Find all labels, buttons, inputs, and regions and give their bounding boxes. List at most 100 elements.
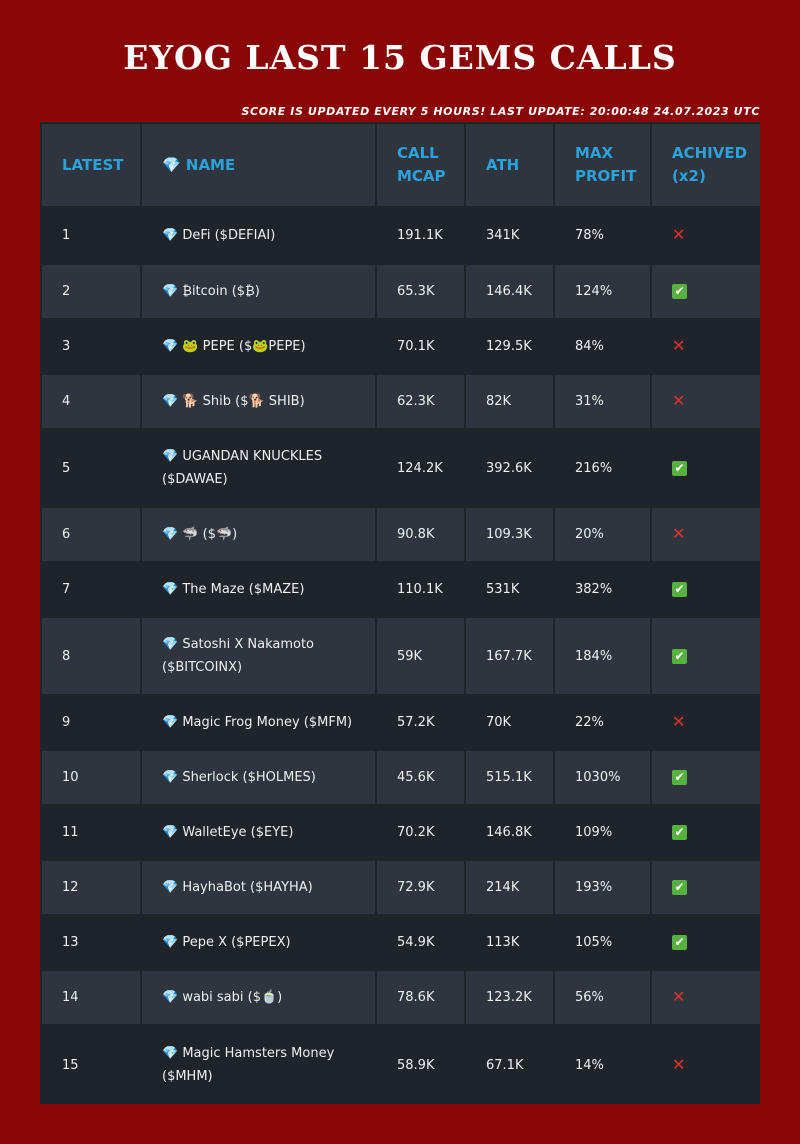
cell-ath: 113K bbox=[464, 914, 555, 971]
column-header-ath[interactable]: ATH bbox=[464, 122, 555, 208]
cell-call-mcap: 70.2K bbox=[375, 804, 466, 861]
column-header-call-mcap[interactable]: CALL MCAP bbox=[375, 122, 466, 208]
cell-name: 💎 Pepe X ($PEPEX) bbox=[140, 914, 377, 971]
update-notice: SCORE IS UPDATED EVERY 5 HOURS! LAST UPD… bbox=[241, 105, 760, 118]
cell-max-profit: 216% bbox=[553, 428, 652, 508]
column-header-achieved[interactable]: ACHIVED (x2) bbox=[650, 122, 760, 208]
cell-call-mcap: 72.9K bbox=[375, 859, 466, 916]
table-row: 10 💎 Sherlock ($HOLMES) 45.6K 515.1K 1030% ✔ bbox=[40, 749, 760, 806]
cell-name: 💎 ₿itcoin ($₿) bbox=[140, 263, 377, 320]
cell-ath: 129.5K bbox=[464, 318, 555, 375]
table-row: 11 💎 WalletEye ($EYE) 70.2K 146.8K 109% ✔ bbox=[40, 804, 760, 861]
cell-call-mcap: 45.6K bbox=[375, 749, 466, 806]
cell-name: 💎 wabi sabi ($🍵) bbox=[140, 969, 377, 1026]
check-icon: ✔ bbox=[672, 284, 687, 299]
cell-ath: 67.1K bbox=[464, 1024, 555, 1104]
cell-latest: 15 bbox=[40, 1024, 142, 1104]
cell-name: 💎 Magic Hamsters Money ($MHM) bbox=[140, 1024, 377, 1104]
cell-name: 💎 Satoshi X Nakamoto ($BITCOINX) bbox=[140, 616, 377, 696]
cell-call-mcap: 54.9K bbox=[375, 914, 466, 971]
cell-name: 💎 UGANDAN KNUCKLES ($DAWAE) bbox=[140, 428, 377, 508]
cell-ath: 214K bbox=[464, 859, 555, 916]
gems-table: LATEST 💎 NAME CALL MCAP ATH MAX PROFIT ACH… bbox=[40, 122, 760, 1104]
cell-max-profit: 382% bbox=[553, 561, 652, 618]
cell-achieved: ✔ bbox=[650, 428, 760, 508]
cell-ath: 392.6K bbox=[464, 428, 555, 508]
cell-max-profit: 184% bbox=[553, 616, 652, 696]
cell-achieved: ✕ bbox=[650, 969, 760, 1026]
table-header-row: LATEST 💎 NAME CALL MCAP ATH MAX PROFIT ACH… bbox=[40, 122, 760, 208]
cell-latest: 2 bbox=[40, 263, 142, 320]
cell-name: 💎 🐸 PEPE ($🐸PEPE) bbox=[140, 318, 377, 375]
cell-ath: 109.3K bbox=[464, 506, 555, 563]
cell-max-profit: 20% bbox=[553, 506, 652, 563]
cell-latest: 5 bbox=[40, 428, 142, 508]
table-row: 6 💎 🦈 ($🦈) 90.8K 109.3K 20% ✕ bbox=[40, 506, 760, 563]
cell-ath: 531K bbox=[464, 561, 555, 618]
cell-achieved: ✔ bbox=[650, 616, 760, 696]
cell-achieved: ✔ bbox=[650, 561, 760, 618]
cell-max-profit: 56% bbox=[553, 969, 652, 1026]
column-header-name[interactable]: 💎 NAME bbox=[140, 122, 377, 208]
cell-achieved: ✔ bbox=[650, 804, 760, 861]
cross-icon: ✕ bbox=[672, 524, 686, 543]
cell-ath: 146.8K bbox=[464, 804, 555, 861]
cell-max-profit: 1030% bbox=[553, 749, 652, 806]
cell-ath: 515.1K bbox=[464, 749, 555, 806]
cell-name: 💎 HayhaBot ($HAYHA) bbox=[140, 859, 377, 916]
cell-latest: 11 bbox=[40, 804, 142, 861]
cell-name: 💎 The Maze ($MAZE) bbox=[140, 561, 377, 618]
column-header-max-profit[interactable]: MAX PROFIT bbox=[553, 122, 652, 208]
cell-latest: 12 bbox=[40, 859, 142, 916]
cell-latest: 10 bbox=[40, 749, 142, 806]
table-row: 9 💎 Magic Frog Money ($MFM) 57.2K 70K 22% ✕ bbox=[40, 694, 760, 751]
table-row: 5 💎 UGANDAN KNUCKLES ($DAWAE) 124.2K 392.6K… bbox=[40, 428, 760, 508]
table-row: 4 💎 🐕 Shib ($🐕 SHIB) 62.3K 82K 31% ✕ bbox=[40, 373, 760, 430]
cell-max-profit: 78% bbox=[553, 206, 652, 265]
cell-max-profit: 22% bbox=[553, 694, 652, 751]
cell-max-profit: 84% bbox=[553, 318, 652, 375]
check-icon: ✔ bbox=[672, 648, 687, 664]
table-row: 7 💎 The Maze ($MAZE) 110.1K 531K 382% ✔ bbox=[40, 561, 760, 618]
cell-max-profit: 109% bbox=[553, 804, 652, 861]
cell-achieved: ✕ bbox=[650, 206, 760, 265]
table-row: 12 💎 HayhaBot ($HAYHA) 72.9K 214K 193% ✔ bbox=[40, 859, 760, 916]
cell-call-mcap: 78.6K bbox=[375, 969, 466, 1026]
cell-latest: 14 bbox=[40, 969, 142, 1026]
cell-call-mcap: 59K bbox=[375, 616, 466, 696]
table-row: 2 💎 ₿itcoin ($₿) 65.3K 146.4K 124% ✔ bbox=[40, 263, 760, 320]
cell-latest: 4 bbox=[40, 373, 142, 430]
cell-max-profit: 105% bbox=[553, 914, 652, 971]
check-icon: ✔ bbox=[672, 460, 687, 476]
cell-call-mcap: 124.2K bbox=[375, 428, 466, 508]
cross-icon: ✕ bbox=[672, 225, 686, 244]
cell-achieved: ✕ bbox=[650, 318, 760, 375]
cell-ath: 82K bbox=[464, 373, 555, 430]
cell-ath: 123.2K bbox=[464, 969, 555, 1026]
column-header-latest[interactable]: LATEST bbox=[40, 122, 142, 208]
cross-icon: ✕ bbox=[672, 712, 686, 731]
cross-icon: ✕ bbox=[672, 1054, 686, 1074]
table-row: 14 💎 wabi sabi ($🍵) 78.6K 123.2K 56% ✕ bbox=[40, 969, 760, 1026]
cell-achieved: ✔ bbox=[650, 914, 760, 971]
table-row: 3 💎 🐸 PEPE ($🐸PEPE) 70.1K 129.5K 84% ✕ bbox=[40, 318, 760, 375]
cell-latest: 8 bbox=[40, 616, 142, 696]
cell-achieved: ✔ bbox=[650, 749, 760, 806]
check-icon: ✔ bbox=[672, 935, 687, 950]
cell-latest: 13 bbox=[40, 914, 142, 971]
check-icon: ✔ bbox=[672, 770, 687, 785]
cell-name: 💎 🐕 Shib ($🐕 SHIB) bbox=[140, 373, 377, 430]
cell-ath: 341K bbox=[464, 206, 555, 265]
cell-name: 💎 Magic Frog Money ($MFM) bbox=[140, 694, 377, 751]
gems-table-container: LATEST 💎 NAME CALL MCAP ATH MAX PROFIT ACH… bbox=[40, 122, 760, 1104]
cell-latest: 1 bbox=[40, 206, 142, 265]
cell-call-mcap: 110.1K bbox=[375, 561, 466, 618]
cell-call-mcap: 65.3K bbox=[375, 263, 466, 320]
cross-icon: ✕ bbox=[672, 987, 686, 1006]
table-row: 8 💎 Satoshi X Nakamoto ($BITCOINX) 59K 167.… bbox=[40, 616, 760, 696]
cell-name: 💎 DeFi ($DEFIAI) bbox=[140, 206, 377, 265]
cell-name: 💎 🦈 ($🦈) bbox=[140, 506, 377, 563]
cell-achieved: ✕ bbox=[650, 506, 760, 563]
cell-max-profit: 31% bbox=[553, 373, 652, 430]
check-icon: ✔ bbox=[672, 582, 687, 597]
